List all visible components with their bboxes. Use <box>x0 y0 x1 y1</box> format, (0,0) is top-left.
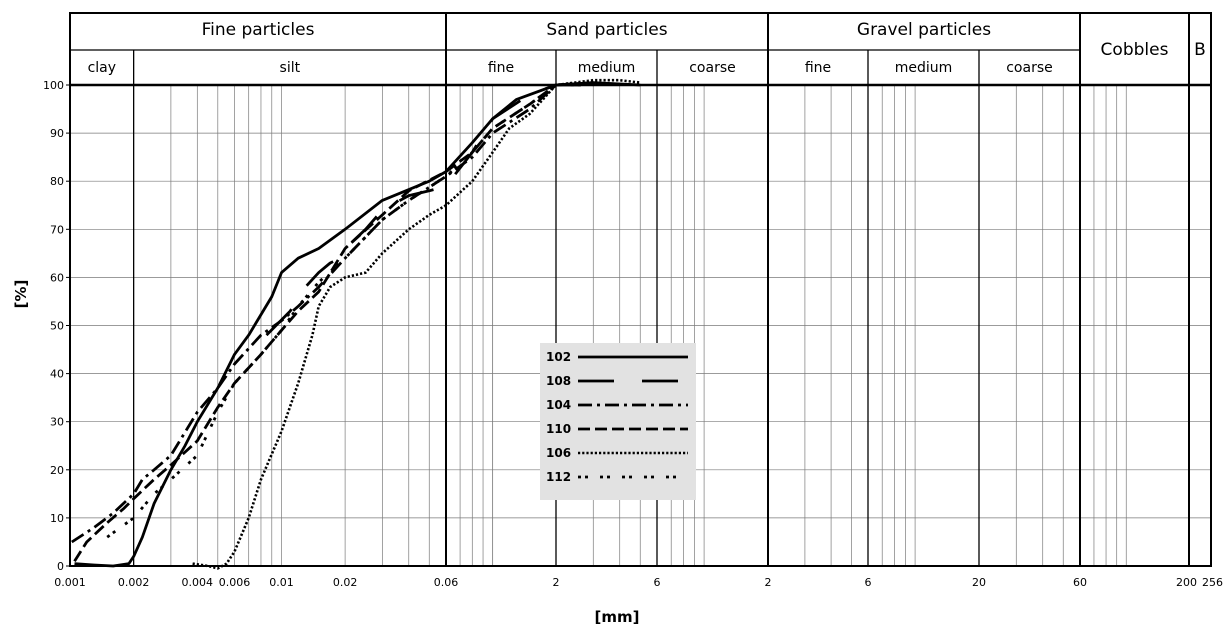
y-tick-label: 20 <box>50 464 64 477</box>
x-axis-label: [mm] <box>595 608 640 626</box>
x-tick-label: 0.01 <box>269 576 294 589</box>
chart-frame <box>69 12 1212 567</box>
x-axis-ticks: 0.001 0.002 0.004 0.006 0.01 0.02 0.06 2 6 2 6 20 60… <box>54 576 1223 589</box>
x-tick-label: 6 <box>654 576 661 589</box>
header-group-label: Cobbles <box>1101 40 1169 60</box>
y-tick-label: 50 <box>50 320 64 333</box>
x-tick-label: 2 <box>553 576 560 589</box>
legend: 102 108 104 110 106 112 <box>540 343 696 500</box>
x-tick-label: 20 <box>972 576 986 589</box>
x-tick-label: 0.06 <box>434 576 459 589</box>
x-tick-label: 0.001 <box>54 576 86 589</box>
subgroup-label: medium <box>895 60 953 76</box>
y-tick-label: 30 <box>50 416 64 429</box>
x-tick-label: 0.004 <box>182 576 214 589</box>
legend-entry-label: 104 <box>546 398 571 412</box>
subgroup-label: silt <box>280 60 301 76</box>
series-line-102 <box>74 81 641 568</box>
legend-entry-label: 102 <box>546 350 571 364</box>
series-line-112 <box>106 83 594 539</box>
subgroup-label: coarse <box>1006 60 1053 76</box>
y-tick-label: 60 <box>50 271 64 284</box>
series-line-110 <box>73 81 594 562</box>
x-tick-label: 256 <box>1202 576 1223 589</box>
series-line-108 <box>265 83 594 337</box>
y-tick-label: 90 <box>50 127 64 140</box>
y-tick-label: 10 <box>50 512 64 525</box>
particle-size-header: Fine particles Sand particles Gravel parti… <box>88 20 1206 76</box>
x-tick-label: 6 <box>865 576 872 589</box>
y-tick-label: 80 <box>50 175 64 188</box>
y-axis-ticks: 0 10 20 30 40 50 60 70 80 90 100 <box>43 79 70 573</box>
subgroup-label: clay <box>88 60 116 76</box>
series-line-104 <box>71 81 594 544</box>
subgroup-label: fine <box>488 60 514 76</box>
subgroup-label: coarse <box>689 60 736 76</box>
x-tick-label: 60 <box>1073 576 1087 589</box>
y-tick-label: 70 <box>50 223 64 236</box>
y-tick-label: 0 <box>57 560 64 573</box>
legend-entry-label: 112 <box>546 470 571 484</box>
x-tick-label: 2 <box>765 576 772 589</box>
legend-box <box>540 343 696 500</box>
subgroup-label: medium <box>578 60 636 76</box>
header-group-label: Sand particles <box>546 20 667 40</box>
x-tick-label: 0.002 <box>118 576 150 589</box>
header-group-label: Gravel particles <box>857 20 991 40</box>
y-tick-label: 40 <box>50 368 64 381</box>
x-tick-label: 200 <box>1176 576 1197 589</box>
x-tick-label: 0.006 <box>219 576 251 589</box>
legend-entry-label: 110 <box>546 422 571 436</box>
series-lines <box>71 78 641 570</box>
x-tick-label: 0.02 <box>333 576 358 589</box>
legend-entry-label: 106 <box>546 446 571 460</box>
header-group-label: B <box>1194 40 1206 60</box>
subgroup-label: fine <box>805 60 831 76</box>
legend-entry-label: 108 <box>546 374 571 388</box>
header-group-label: Fine particles <box>202 20 315 40</box>
series-line-106 <box>192 78 641 570</box>
y-tick-label: 100 <box>43 79 64 92</box>
y-axis-label: [%] <box>12 280 30 309</box>
